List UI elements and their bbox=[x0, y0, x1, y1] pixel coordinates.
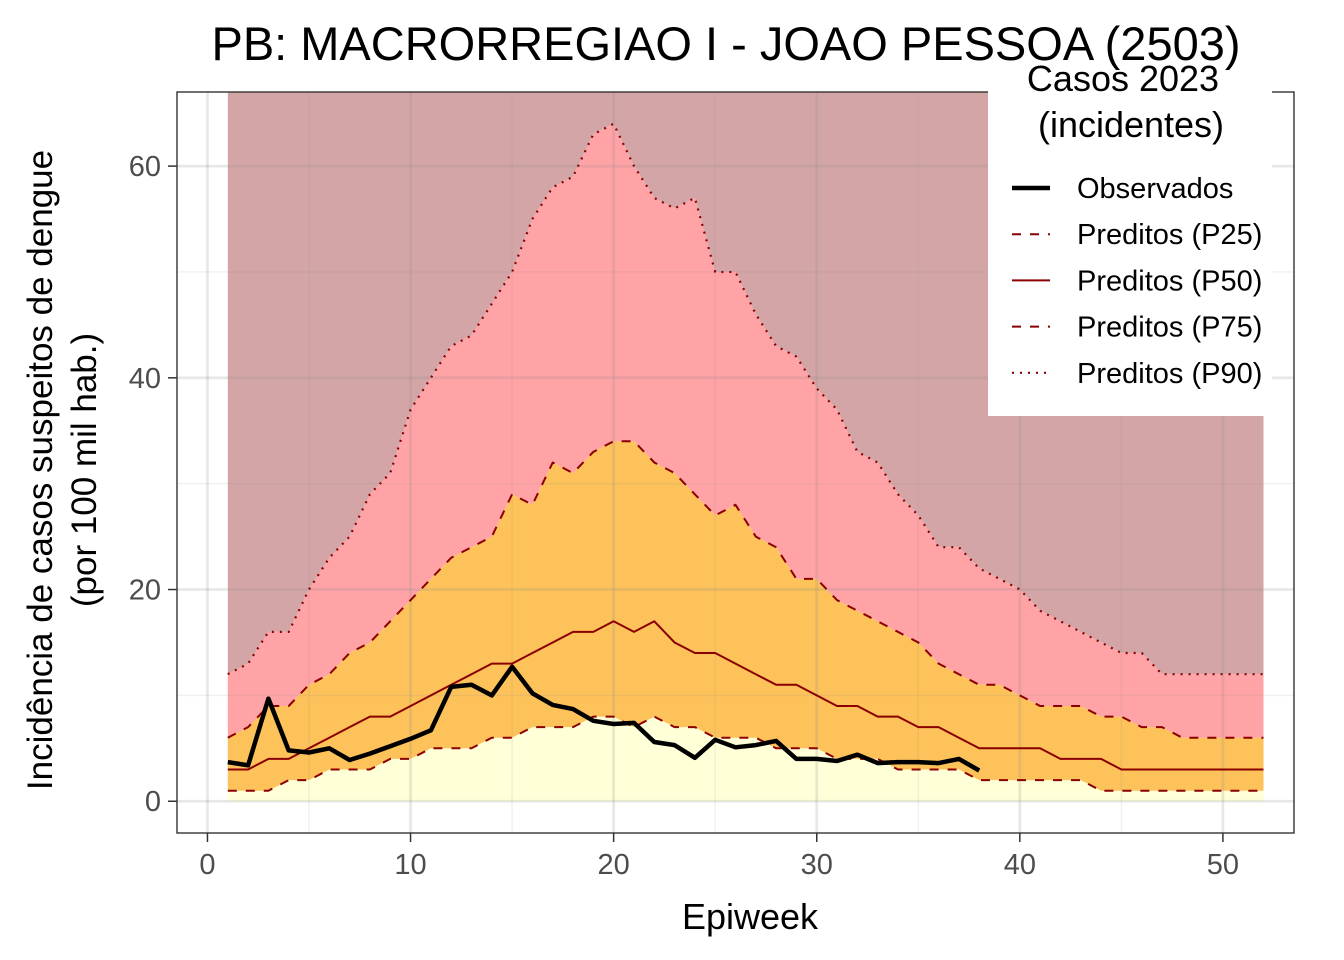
band-below-p25 bbox=[227, 716, 1264, 802]
y-tick-label: 60 bbox=[129, 151, 161, 183]
x-tick-label: 10 bbox=[394, 849, 426, 881]
legend-title-line1: Casos 2023 bbox=[1027, 58, 1219, 99]
x-tick-label: 40 bbox=[1004, 849, 1036, 881]
y-axis-label-line1: Incidência de casos suspeitos de dengue bbox=[21, 150, 60, 790]
band-p25-p75 bbox=[227, 441, 1264, 791]
line-p25 bbox=[227, 715, 1264, 792]
line-p50 bbox=[227, 620, 1264, 771]
legend-box bbox=[988, 80, 1272, 416]
series-lines bbox=[227, 122, 1264, 792]
y-axis: 0 20 40 60 bbox=[129, 151, 177, 818]
legend-title-line2: (incidentes) bbox=[1038, 104, 1224, 145]
legend-label-3: Preditos (P50) bbox=[1077, 265, 1262, 297]
y-tick-label: 0 bbox=[145, 786, 161, 818]
legend-label-1: Observados bbox=[1077, 173, 1233, 205]
legend-label-5: Preditos (P90) bbox=[1077, 358, 1262, 390]
x-axis-label: Epiweek bbox=[682, 896, 819, 937]
legend-label-2: Preditos (P25) bbox=[1077, 219, 1262, 251]
x-tick-label: 30 bbox=[801, 849, 833, 881]
chart-title: PB: MACRORREGIAO I - JOAO PESSOA (2503) bbox=[211, 17, 1240, 70]
legend: Casos 2023 (incidentes) Observados Predit… bbox=[988, 58, 1272, 416]
x-axis: 0 10 20 30 40 50 bbox=[199, 833, 1239, 881]
x-tick-label: 50 bbox=[1207, 849, 1239, 881]
line-p90 bbox=[227, 122, 1264, 676]
plot-border bbox=[176, 91, 1295, 834]
line-observed bbox=[227, 664, 981, 773]
legend-entries: Observados Preditos (P25) Preditos (P50) Pr… bbox=[1012, 173, 1262, 390]
band-p75-p90 bbox=[227, 123, 1264, 738]
x-tick-label: 0 bbox=[199, 849, 215, 881]
y-tick-label: 40 bbox=[129, 363, 161, 395]
y-axis-label-line2: (por 100 mil hab.) bbox=[65, 333, 104, 607]
y-tick-label: 20 bbox=[129, 575, 161, 607]
legend-label-4: Preditos (P75) bbox=[1077, 312, 1262, 344]
x-tick-label: 20 bbox=[598, 849, 630, 881]
line-p75 bbox=[227, 440, 1264, 739]
